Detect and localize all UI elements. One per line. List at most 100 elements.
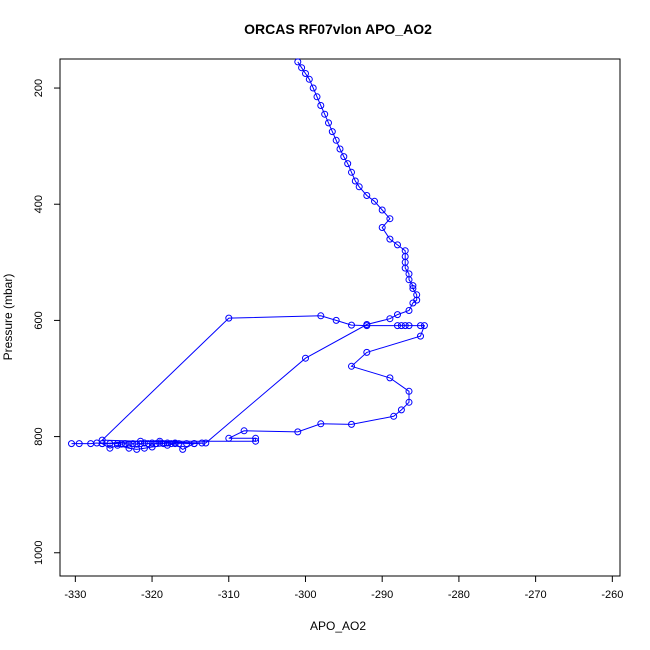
data-point (420, 322, 428, 330)
x-axis-label: APO_AO2 (310, 619, 366, 633)
data-point (394, 241, 401, 249)
x-axis: -330 -320 -310 -300 -290 -280 -270 -260 (64, 576, 623, 601)
data-point (140, 439, 148, 447)
data-point (302, 70, 309, 77)
data-point (148, 443, 156, 451)
data-point (378, 206, 386, 214)
chart-title: ORCAS RF07vlon APO_AO2 (244, 21, 432, 37)
data-point (98, 436, 106, 444)
data-point (409, 282, 417, 290)
data-point (386, 374, 394, 382)
y-tick-label: 800 (33, 427, 45, 445)
data-point (325, 119, 332, 127)
data-point (106, 444, 114, 452)
data-point (129, 440, 137, 448)
data-point (163, 441, 171, 449)
x-tick-label: -330 (64, 589, 86, 601)
plot-frame (59, 58, 621, 577)
data-point (417, 332, 424, 340)
x-tick-label: -260 (601, 589, 623, 601)
x-tick-label: -310 (218, 589, 240, 601)
x-tick-label: -270 (525, 589, 547, 601)
data-point (125, 444, 133, 452)
data-point (390, 412, 398, 420)
data-point (163, 439, 171, 447)
data-point (363, 321, 371, 328)
data-point (179, 445, 187, 453)
data-point (332, 136, 340, 144)
x-tick-label: -320 (141, 589, 163, 601)
data-point (397, 406, 405, 414)
data-point (144, 440, 152, 448)
data-point (405, 387, 413, 395)
data-point (401, 322, 409, 330)
data-point (321, 110, 329, 118)
data-point (405, 307, 413, 314)
x-tick-label: -280 (448, 589, 470, 601)
data-point (252, 437, 260, 445)
series-layer (68, 58, 428, 453)
data-point (240, 427, 248, 435)
data-point (171, 440, 179, 448)
y-tick-label: 400 (33, 195, 45, 213)
data-point (198, 439, 206, 447)
data-point (317, 420, 325, 428)
data-point (175, 440, 183, 448)
data-point (340, 153, 348, 161)
data-point (413, 291, 421, 299)
data-point (140, 444, 148, 452)
data-point (298, 64, 306, 72)
data-point (413, 296, 421, 304)
data-point (294, 58, 302, 66)
data-point (348, 168, 355, 176)
data-point (336, 145, 344, 153)
data-point (309, 84, 317, 92)
data-point (394, 322, 401, 330)
data-point (137, 437, 144, 445)
data-point (252, 434, 260, 442)
data-point (386, 235, 394, 243)
series-line (71, 61, 426, 450)
data-point (378, 224, 386, 231)
data-point (225, 314, 233, 322)
data-point (167, 440, 175, 448)
data-point (351, 177, 359, 185)
y-axis: 200 400 600 800 1000 (33, 79, 60, 565)
data-point (348, 321, 355, 329)
data-point (202, 439, 210, 447)
data-point (344, 160, 352, 168)
data-point (405, 398, 413, 406)
y-tick-label: 600 (33, 311, 45, 329)
data-point (317, 102, 325, 109)
data-point (332, 316, 340, 324)
data-point (417, 322, 424, 330)
data-point (363, 192, 371, 199)
data-point (317, 312, 325, 320)
data-point (371, 197, 378, 205)
data-point (121, 440, 129, 448)
data-point (348, 420, 355, 428)
data-point (348, 362, 355, 370)
data-point (386, 315, 394, 323)
y-tick-label: 1000 (33, 541, 45, 565)
x-tick-label: -290 (371, 589, 393, 601)
data-point (98, 440, 106, 448)
data-point (405, 270, 413, 278)
data-point (355, 183, 363, 191)
data-point (302, 354, 309, 362)
data-point (363, 348, 371, 356)
data-point (125, 440, 133, 448)
y-axis-label: Pressure (mbar) (1, 274, 15, 361)
data-point (386, 215, 394, 223)
data-point (313, 93, 321, 101)
data-point (401, 247, 409, 255)
x-tick-label: -300 (294, 589, 316, 601)
data-point (397, 322, 405, 330)
data-point (114, 441, 121, 449)
data-point (190, 440, 198, 448)
data-point (156, 437, 164, 445)
data-point (305, 75, 313, 83)
data-point (148, 439, 156, 447)
data-point (409, 285, 417, 292)
